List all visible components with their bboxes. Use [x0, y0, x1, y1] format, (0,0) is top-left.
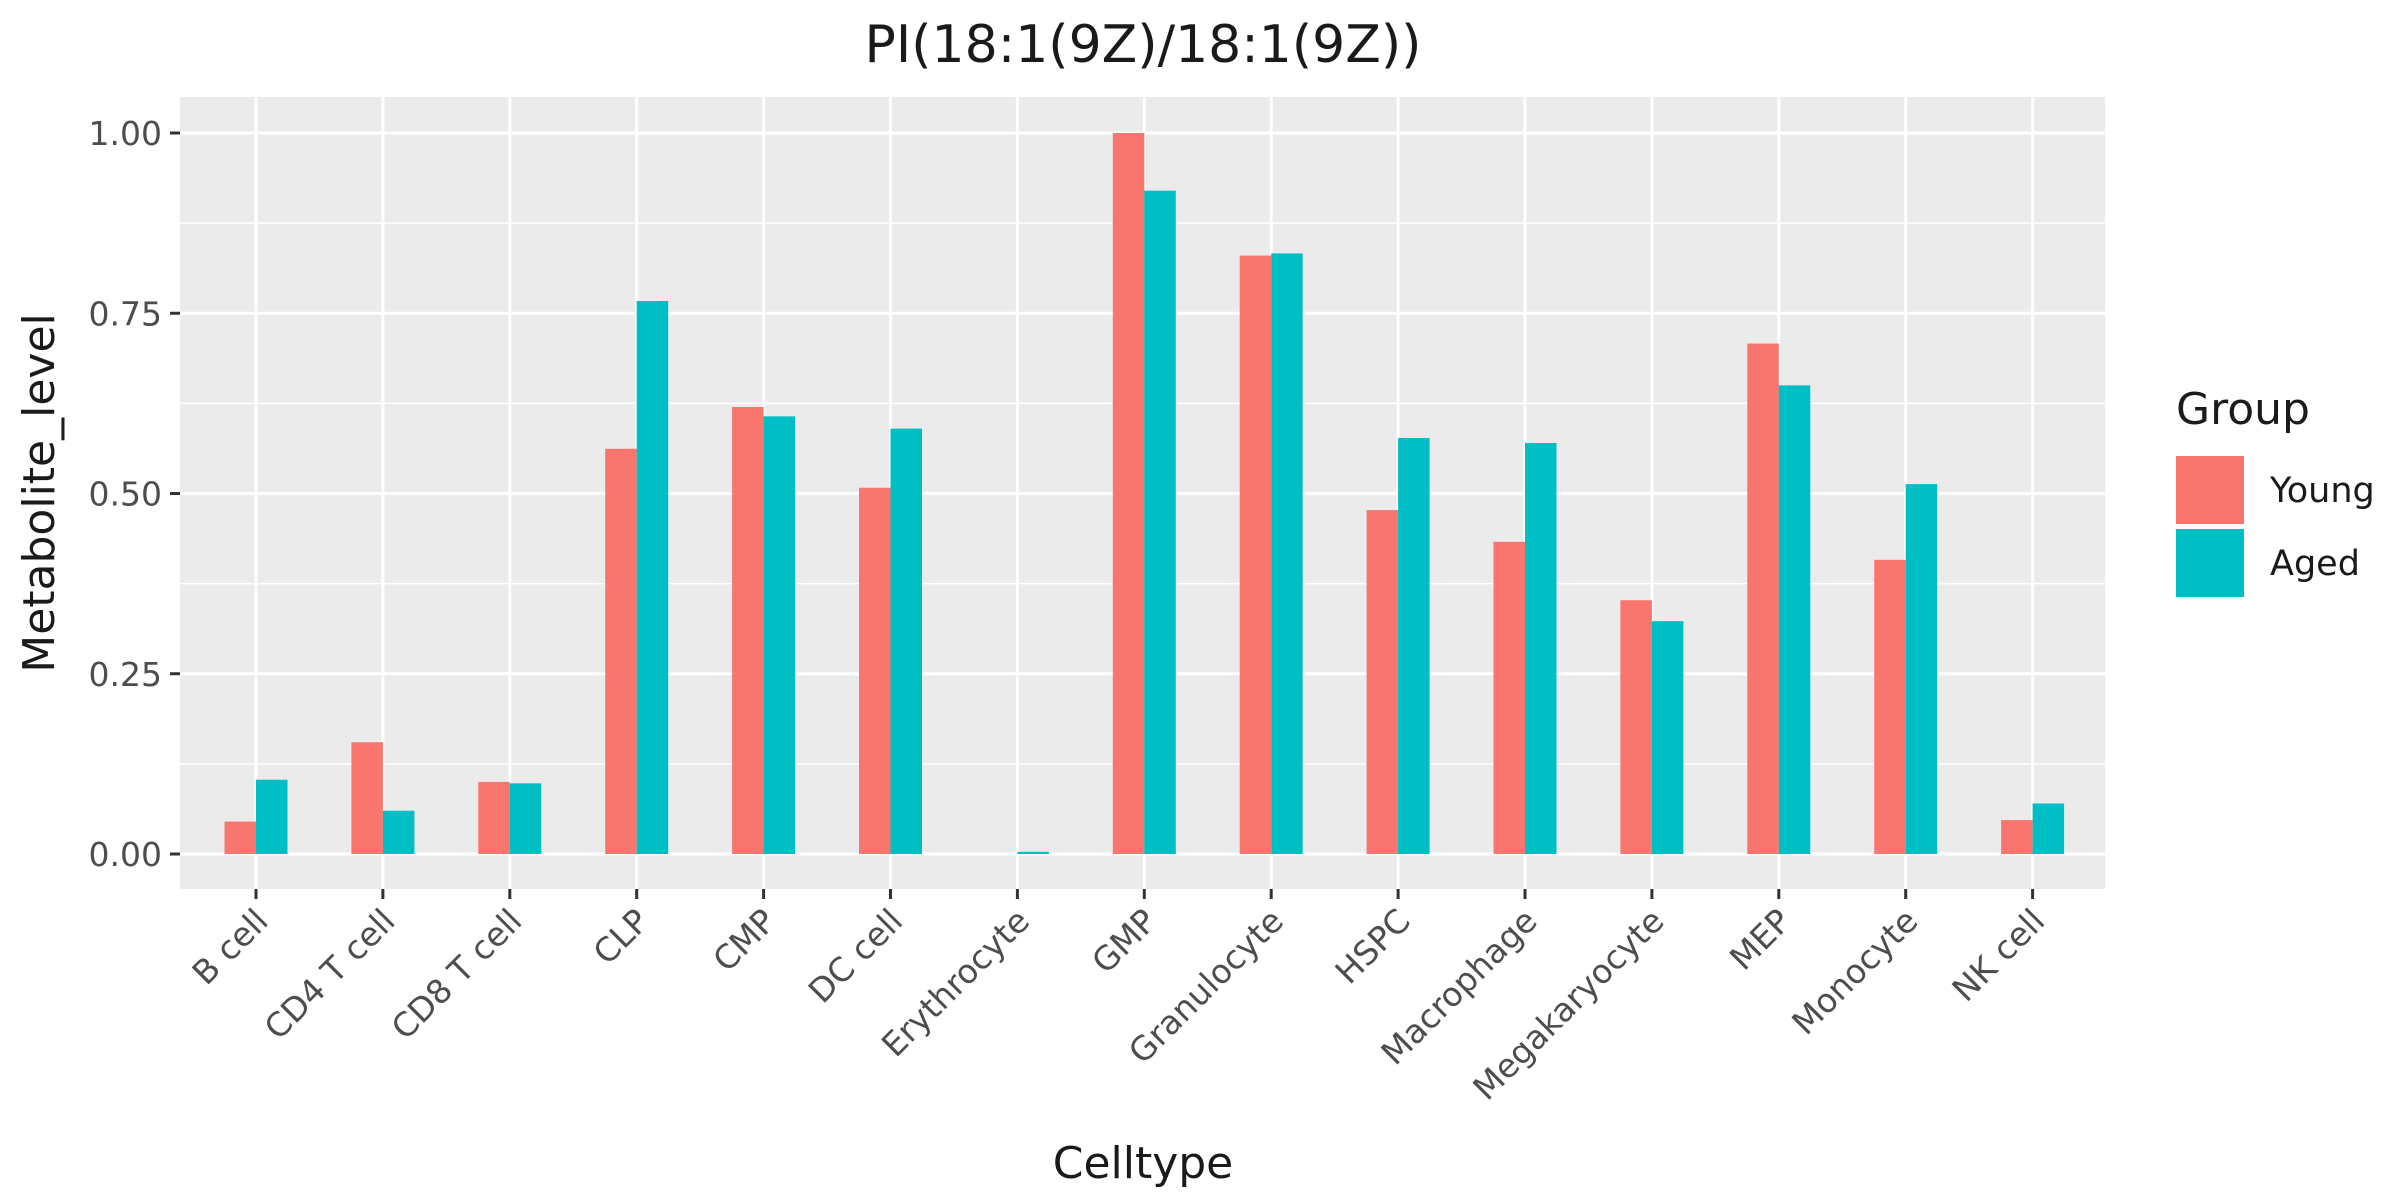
bar-young-dc-cell	[859, 487, 891, 854]
x-tick-label: GMP	[1084, 901, 1164, 981]
legend-label-aged: Aged	[2270, 544, 2360, 584]
x-tick-label: B cell	[184, 901, 275, 992]
bar-young-monocyte	[1874, 559, 1906, 854]
bar-aged-b-cell	[256, 779, 288, 854]
y-axis-title: Metabolite_level	[14, 313, 65, 673]
x-axis-title: Celltype	[1053, 1138, 1234, 1189]
bar-aged-gmp	[1144, 190, 1176, 854]
bar-aged-hspc	[1398, 437, 1430, 854]
bar-young-nk-cell	[2001, 820, 2033, 854]
legend-title: Group	[2176, 384, 2310, 435]
bar-aged-macrophage	[1525, 443, 1557, 854]
bar-aged-dc-cell	[890, 428, 922, 854]
bar-young-hspc	[1366, 510, 1399, 854]
bar-young-cmp	[732, 406, 764, 854]
bar-aged-cmp	[763, 416, 796, 854]
y-axis: 0.00 0.25 0.50 0.75 1.00	[89, 114, 180, 874]
bar-young-granulocyte	[1239, 255, 1272, 854]
x-tick-label: HSPC	[1327, 901, 1417, 991]
legend-label-young: Young	[2269, 471, 2375, 511]
bars	[224, 133, 2065, 855]
bar-aged-megakaryocyte	[1651, 621, 1684, 854]
chart-title: PI(18:1(9Z)/18:1(9Z))	[865, 15, 1422, 75]
y-tick-label: 1.00	[89, 114, 162, 153]
x-tick-label: DC cell	[801, 901, 910, 1010]
x-tick-label: MEP	[1722, 901, 1799, 978]
bar-young-mep	[1747, 343, 1779, 854]
bar-aged-mep	[1778, 385, 1811, 854]
bar-young-cd8-t-cell	[478, 781, 510, 854]
x-tick-label: NK cell	[1944, 901, 2052, 1009]
legend: Group Young Aged	[2176, 384, 2375, 597]
x-tick-label: Monocyte	[1784, 901, 1925, 1042]
bar-young-cd4-t-cell	[351, 742, 383, 854]
bar-young-b-cell	[224, 821, 256, 854]
bar-young-clp	[605, 448, 637, 854]
x-tick-label: CLP	[585, 901, 656, 972]
y-tick-label: 0.00	[89, 835, 162, 874]
x-tick-label: CD8 T cell	[384, 901, 530, 1047]
bar-aged-clp	[636, 300, 669, 854]
bar-young-megakaryocyte	[1620, 600, 1652, 854]
legend-key-aged	[2176, 529, 2244, 597]
bar-aged-cd8-t-cell	[509, 783, 542, 854]
x-tick-label: CD4 T cell	[257, 901, 403, 1047]
bar-young-macrophage	[1493, 541, 1525, 854]
y-tick-label: 0.75	[89, 294, 162, 333]
y-tick-label: 0.25	[89, 655, 162, 694]
legend-key-young	[2176, 456, 2244, 524]
y-tick-label: 0.50	[89, 475, 162, 514]
x-tick-label: CMP	[705, 901, 783, 979]
bar-aged-nk-cell	[2032, 803, 2065, 854]
bar-aged-erythrocyte	[1017, 851, 1049, 854]
bar-aged-monocyte	[1905, 484, 1938, 854]
bar-aged-cd4-t-cell	[382, 810, 415, 854]
bar-aged-granulocyte	[1271, 253, 1303, 855]
bar-young-gmp	[1112, 133, 1145, 854]
